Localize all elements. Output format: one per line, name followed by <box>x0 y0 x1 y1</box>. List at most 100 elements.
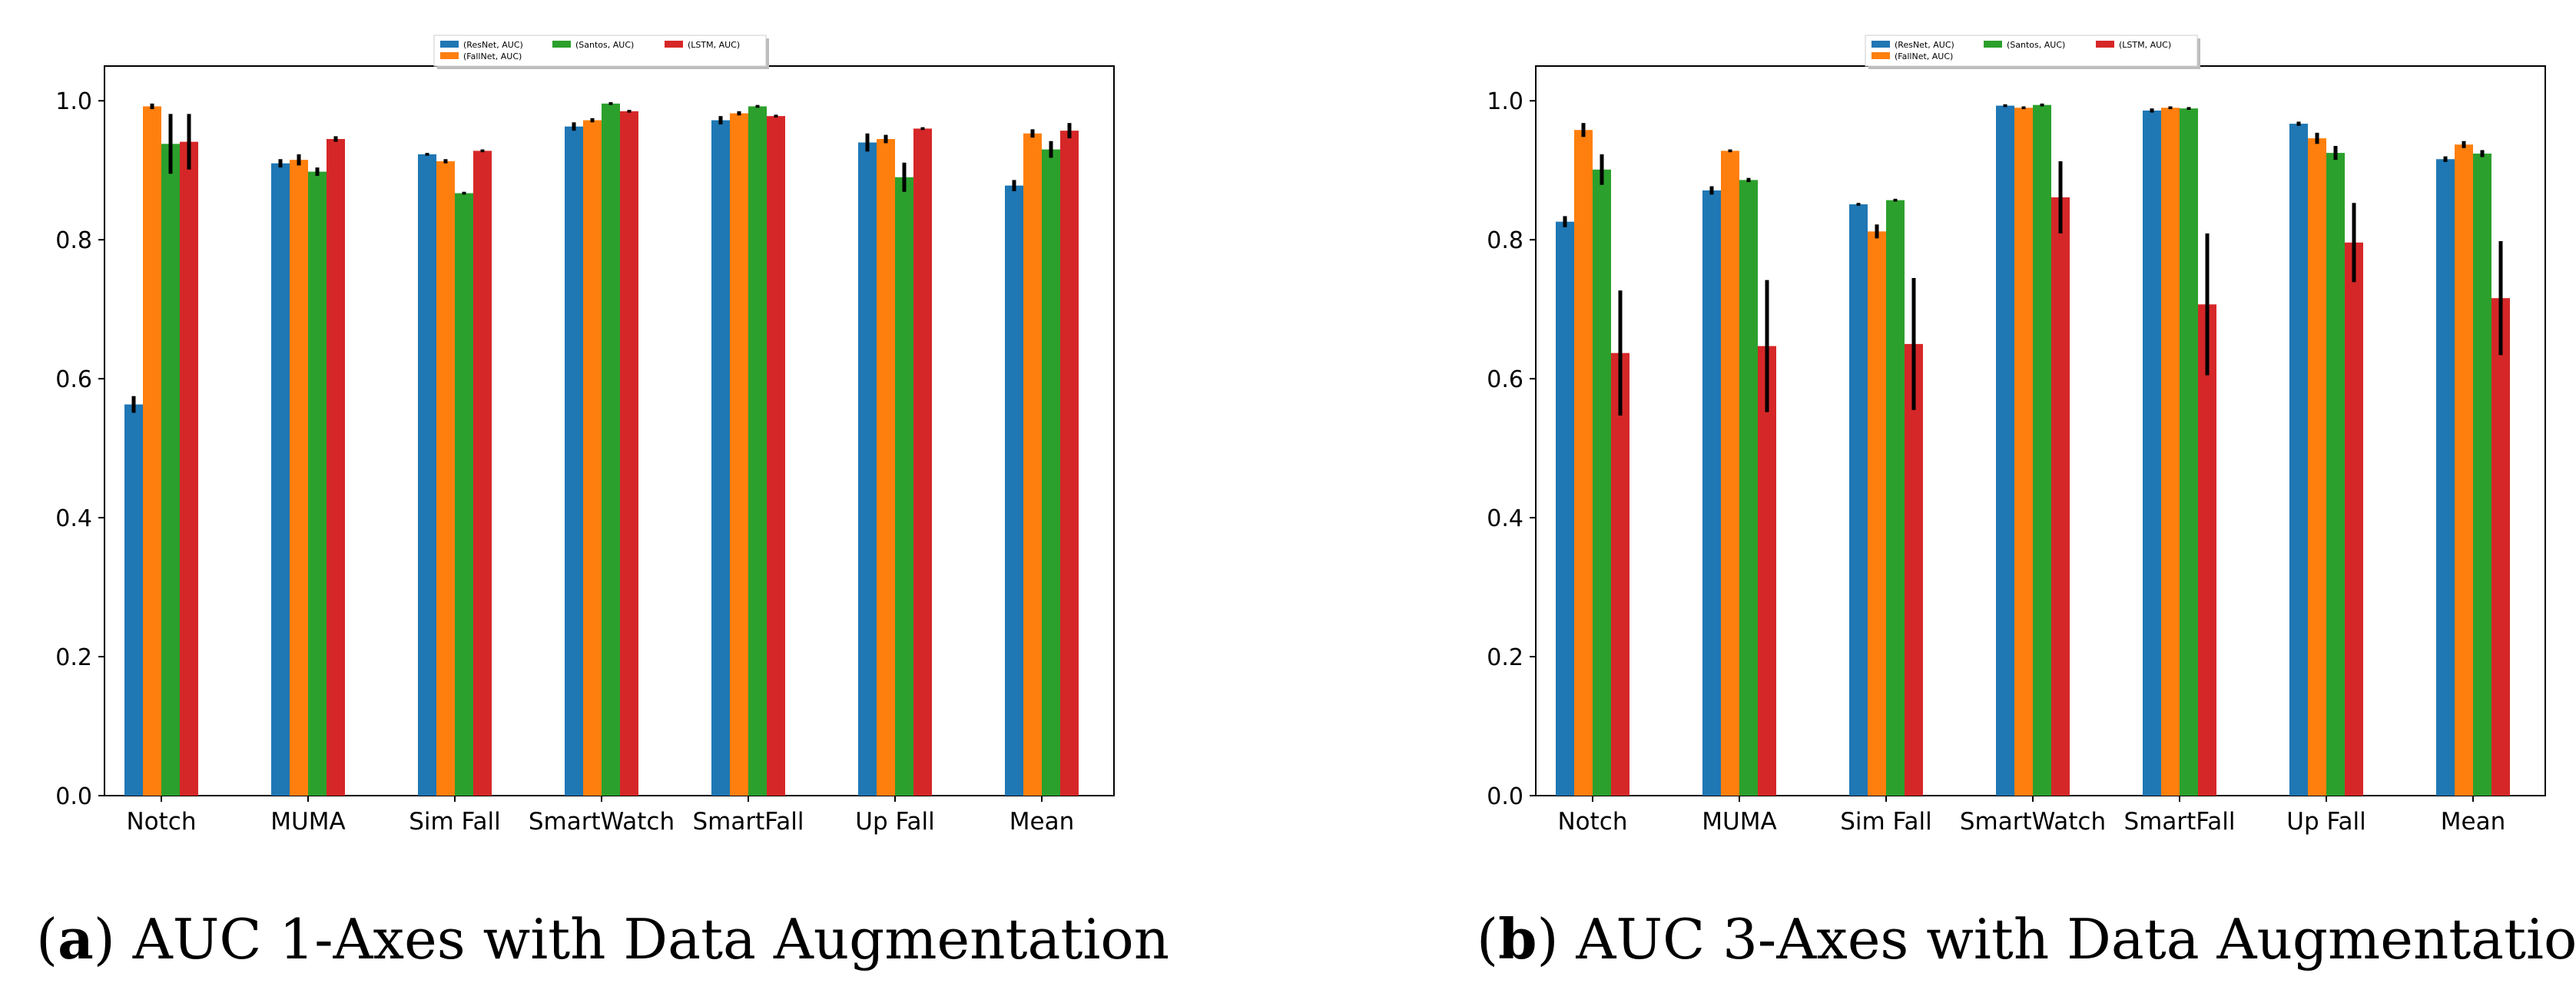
legend-swatch-resnet <box>440 41 459 48</box>
y-tick-label: 0.4 <box>55 505 92 532</box>
y-tick-label: 0.8 <box>55 227 92 254</box>
bar-santos-up-fall <box>2326 153 2345 796</box>
bar-fallnet-notch <box>143 106 161 796</box>
y-tick-label: 1.0 <box>1487 88 1523 115</box>
bar-lstm-mean <box>2491 298 2510 796</box>
bar-santos-muma <box>308 171 327 796</box>
y-tick-label: 0.4 <box>1487 505 1523 532</box>
y-tick-label: 0.0 <box>1487 783 1523 810</box>
y-tick-label: 0.2 <box>1487 644 1523 671</box>
legend-swatch-fallnet <box>1871 52 1890 59</box>
bar-santos-notch <box>161 144 180 796</box>
bar-santos-mean <box>1042 149 1060 796</box>
bar-santos-up-fall <box>895 177 913 796</box>
bar-santos-sim-fall <box>1886 200 1905 796</box>
x-tick-label: SmartFall <box>2124 808 2236 836</box>
bar-resnet-up-fall <box>858 142 877 796</box>
legend-box <box>433 35 767 67</box>
legend-label-lstm: (LSTM, AUC) <box>688 40 740 50</box>
caption-a: (a) AUC 1-Axes with Data Augmentation <box>36 906 1170 971</box>
bar-fallnet-smartfall <box>730 113 748 796</box>
x-tick-label: Notch <box>126 808 196 836</box>
bar-fallnet-sim-fall <box>436 161 455 796</box>
bar-lstm-muma <box>1758 346 1776 796</box>
bar-resnet-sim-fall <box>1849 204 1868 796</box>
legend-label-fallnet: (FallNet, AUC) <box>463 51 522 61</box>
x-tick-label: Notch <box>1557 808 1627 836</box>
legend-label-fallnet: (FallNet, AUC) <box>1895 51 1953 61</box>
bar-resnet-notch <box>124 404 143 796</box>
bar-resnet-muma <box>271 163 290 796</box>
bar-santos-smartfall <box>748 106 767 796</box>
bar-santos-sim-fall <box>455 193 473 796</box>
legend-label-resnet: (ResNet, AUC) <box>463 40 523 50</box>
bar-resnet-mean <box>2436 159 2455 796</box>
bar-resnet-muma <box>1702 190 1721 796</box>
bar-fallnet-up-fall <box>2308 138 2326 796</box>
x-tick-label: SmartWatch <box>529 808 675 836</box>
legend-swatch-fallnet <box>440 52 459 59</box>
legend-label-santos: (Santos, AUC) <box>575 40 634 50</box>
y-tick-label: 1.0 <box>55 88 92 115</box>
bar-resnet-up-fall <box>2289 124 2308 796</box>
legend-label-resnet: (ResNet, AUC) <box>1895 40 1954 50</box>
x-tick-label: Sim Fall <box>1840 808 1932 836</box>
x-tick-label: MUMA <box>270 808 345 836</box>
bar-santos-notch <box>1593 169 1611 796</box>
bar-lstm-up-fall <box>913 128 932 796</box>
legend: (ResNet, AUC)(FallNet, AUC) (Santos, AUC)… <box>433 35 769 69</box>
bar-resnet-sim-fall <box>418 154 436 796</box>
bar-fallnet-smartwatch <box>583 120 602 796</box>
caption-a-letter: a <box>58 906 94 971</box>
bar-resnet-smartfall <box>2143 110 2161 796</box>
bar-fallnet-muma <box>290 160 308 796</box>
x-tick-label: Up Fall <box>855 808 934 836</box>
y-tick-label: 0.6 <box>55 366 92 393</box>
y-tick-label: 0.0 <box>55 783 92 810</box>
bar-fallnet-up-fall <box>877 139 895 796</box>
legend: (ResNet, AUC)(FallNet, AUC) (Santos, AUC)… <box>1865 35 2200 69</box>
bar-resnet-smartfall <box>711 120 730 796</box>
bar-fallnet-mean <box>2455 144 2473 796</box>
legend-swatch-santos <box>1984 41 2002 48</box>
bar-lstm-notch <box>180 141 198 796</box>
bar-fallnet-smartfall <box>2161 108 2180 796</box>
y-tick-label: 0.2 <box>55 644 92 671</box>
caption-a-text: AUC 1-Axes with Data Augmentation <box>132 907 1170 971</box>
bar-resnet-smartwatch <box>1996 105 2014 796</box>
bar-lstm-smartwatch <box>620 111 638 796</box>
bar-fallnet-sim-fall <box>1868 231 1886 796</box>
x-tick-label: MUMA <box>1702 808 1776 836</box>
bar-lstm-up-fall <box>2345 242 2363 796</box>
bar-resnet-smartwatch <box>565 126 583 796</box>
x-tick-label: SmartFall <box>693 808 804 836</box>
legend-label-lstm: (LSTM, AUC) <box>2119 40 2171 50</box>
x-tick-label: Sim Fall <box>409 808 501 836</box>
x-tick-label: Mean <box>1010 808 1074 836</box>
bar-lstm-sim-fall <box>1905 343 1923 796</box>
chart-auc-1-axes: 0.0 0.2 0.4 0.6 0.8 1.0 Notch MUMA Sim Fall Smart… <box>55 35 1115 836</box>
bar-lstm-smartwatch <box>2051 197 2070 796</box>
bar-lstm-notch <box>1611 353 1629 796</box>
bar-santos-mean <box>2473 154 2491 796</box>
bar-lstm-sim-fall <box>473 151 492 796</box>
legend-label-santos: (Santos, AUC) <box>2007 40 2065 50</box>
bar-lstm-muma <box>327 139 345 796</box>
chart-auc-3-axes: 0.0 0.2 0.4 0.6 0.8 1.0 Notch MUMA Sim Fall Smart… <box>1487 35 2546 836</box>
legend-swatch-resnet <box>1871 41 1890 48</box>
legend-swatch-lstm <box>2096 41 2114 48</box>
y-tick-label: 0.8 <box>1487 227 1523 254</box>
legend-swatch-lstm <box>665 41 683 48</box>
bar-fallnet-notch <box>1574 130 1593 796</box>
bar-santos-muma <box>1739 180 1758 796</box>
bar-lstm-mean <box>1060 131 1079 796</box>
x-tick-label: Mean <box>2441 808 2505 836</box>
legend-swatch-santos <box>552 41 571 48</box>
bar-fallnet-muma <box>1721 151 1739 796</box>
caption-b: (b) AUC 3-Axes with Data Augmentation <box>1477 906 2576 971</box>
bar-fallnet-mean <box>1023 133 1042 796</box>
y-tick-label: 0.6 <box>1487 366 1523 393</box>
bar-fallnet-smartwatch <box>2014 108 2033 796</box>
bar-lstm-smartfall <box>2198 304 2216 796</box>
